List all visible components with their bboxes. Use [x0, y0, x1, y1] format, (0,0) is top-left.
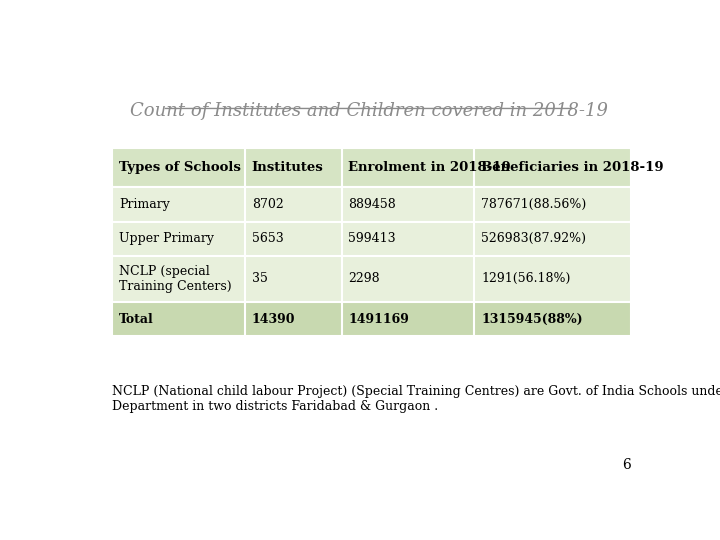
- Text: Institutes: Institutes: [252, 161, 323, 174]
- Text: Count of Institutes and Children covered in 2018-19: Count of Institutes and Children covered…: [130, 102, 608, 120]
- Text: 787671(88.56%): 787671(88.56%): [481, 198, 586, 211]
- Text: Total: Total: [119, 313, 154, 326]
- Text: 1491169: 1491169: [348, 313, 409, 326]
- FancyBboxPatch shape: [112, 221, 631, 255]
- Text: Primary: Primary: [119, 198, 170, 211]
- Text: 14390: 14390: [252, 313, 295, 326]
- Text: 1315945(88%): 1315945(88%): [481, 313, 582, 326]
- Text: NCLP (National child labour Project) (Special Training Centres) are Govt. of Ind: NCLP (National child labour Project) (Sp…: [112, 385, 720, 413]
- FancyBboxPatch shape: [112, 148, 631, 187]
- Text: 35: 35: [252, 273, 268, 286]
- Text: 5653: 5653: [252, 232, 284, 245]
- Text: 2298: 2298: [348, 273, 380, 286]
- Text: Types of Schools: Types of Schools: [119, 161, 241, 174]
- Text: Enrolment in 2018-19: Enrolment in 2018-19: [348, 161, 511, 174]
- Text: Upper Primary: Upper Primary: [119, 232, 214, 245]
- Text: 889458: 889458: [348, 198, 396, 211]
- Text: NCLP (special
Training Centers): NCLP (special Training Centers): [119, 265, 232, 293]
- Text: 599413: 599413: [348, 232, 396, 245]
- Text: Beneficiaries in 2018-19: Beneficiaries in 2018-19: [481, 161, 664, 174]
- Text: 6: 6: [623, 458, 631, 472]
- FancyBboxPatch shape: [112, 255, 631, 302]
- Text: 526983(87.92%): 526983(87.92%): [481, 232, 586, 245]
- FancyBboxPatch shape: [112, 302, 631, 336]
- FancyBboxPatch shape: [112, 187, 631, 221]
- Text: 8702: 8702: [252, 198, 284, 211]
- Text: 1291(56.18%): 1291(56.18%): [481, 273, 570, 286]
